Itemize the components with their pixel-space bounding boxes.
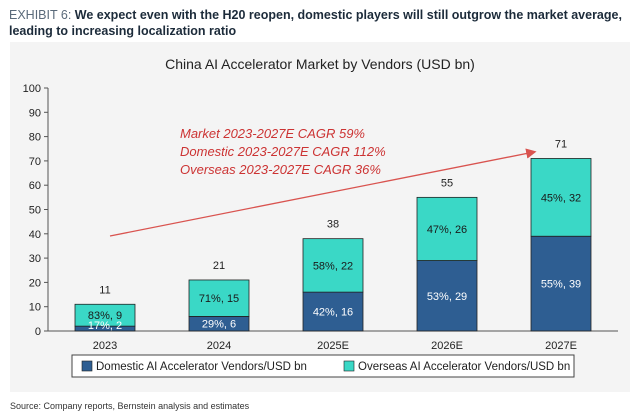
legend-label-overseas: Overseas AI Accelerator Vendors/USD bn (358, 361, 570, 373)
x-tick-label: 2027E (545, 340, 577, 352)
y-tick-label: 20 (29, 277, 41, 289)
total-label: 55 (441, 177, 453, 189)
total-label: 38 (327, 219, 339, 231)
legend-box (71, 354, 575, 378)
y-tick-label: 10 (29, 302, 41, 314)
bar-chart: China AI Accelerator Market by Vendors (… (23, 56, 618, 378)
data-label-domestic: 29%, 6 (202, 319, 236, 331)
chart-title: China AI Accelerator Market by Vendors (… (165, 56, 475, 72)
bar-domestic-2026E (416, 260, 478, 332)
trend-arrow (109, 148, 537, 237)
y-tick-label: 80 (29, 132, 41, 144)
total-label: 21 (213, 260, 225, 272)
data-label-overseas: 58%, 22 (313, 260, 353, 272)
y-tick-label: 0 (35, 326, 41, 338)
legend-swatch-domestic (81, 360, 93, 372)
y-tick-label: 30 (29, 253, 41, 265)
exhibit-headline: We expect even with the H20 reopen, dome… (9, 8, 622, 38)
data-label-overseas: 83%, 9 (88, 310, 122, 322)
bar-overseas-2025E (302, 238, 364, 293)
cagr-annotation: Overseas 2023-2027E CAGR 36% (180, 162, 381, 177)
x-tick-label: 2023 (93, 340, 117, 352)
y-tick-label: 100 (23, 83, 41, 95)
data-label-overseas: 47%, 26 (427, 224, 467, 236)
data-label-overseas: 45%, 32 (541, 192, 581, 204)
chart-panel: China AI Accelerator Market by Vendors (… (10, 42, 630, 392)
cagr-annotation: Market 2023-2027E CAGR 59% (180, 126, 365, 141)
data-label-domestic: 55%, 39 (541, 279, 581, 291)
bar-domestic-2027E (530, 235, 592, 332)
bar-overseas-2027E (530, 158, 592, 237)
exhibit-heading: EXHIBIT 6: We expect even with the H20 r… (9, 7, 633, 39)
y-tick-label: 70 (29, 156, 41, 168)
x-tick-label: 2026E (431, 340, 463, 352)
bar-overseas-2026E (416, 196, 478, 261)
legend-swatch-overseas (343, 360, 355, 372)
exhibit-label: EXHIBIT 6: (9, 8, 72, 22)
total-label: 11 (99, 284, 110, 296)
cagr-annotation: Domestic 2023-2027E CAGR 112% (180, 144, 386, 159)
legend-label-domestic: Domestic AI Accelerator Vendors/USD bn (96, 361, 307, 373)
data-label-domestic: 53%, 29 (427, 291, 467, 303)
bar-overseas-2024 (188, 279, 250, 317)
y-tick-label: 90 (29, 107, 41, 119)
data-label-overseas: 71%, 15 (199, 293, 239, 305)
y-tick-label: 40 (29, 229, 41, 241)
data-label-domestic: 17%, 2 (88, 320, 122, 332)
source-note: Source: Company reports, Bernstein analy… (10, 401, 250, 411)
bar-overseas-2023 (74, 303, 136, 327)
total-label: 71 (555, 138, 567, 150)
data-label-domestic: 42%, 16 (313, 307, 353, 319)
x-tick-label: 2024 (207, 340, 231, 352)
y-tick-label: 50 (29, 205, 41, 217)
y-tick-label: 60 (29, 180, 41, 192)
x-tick-label: 2025E (317, 340, 349, 352)
